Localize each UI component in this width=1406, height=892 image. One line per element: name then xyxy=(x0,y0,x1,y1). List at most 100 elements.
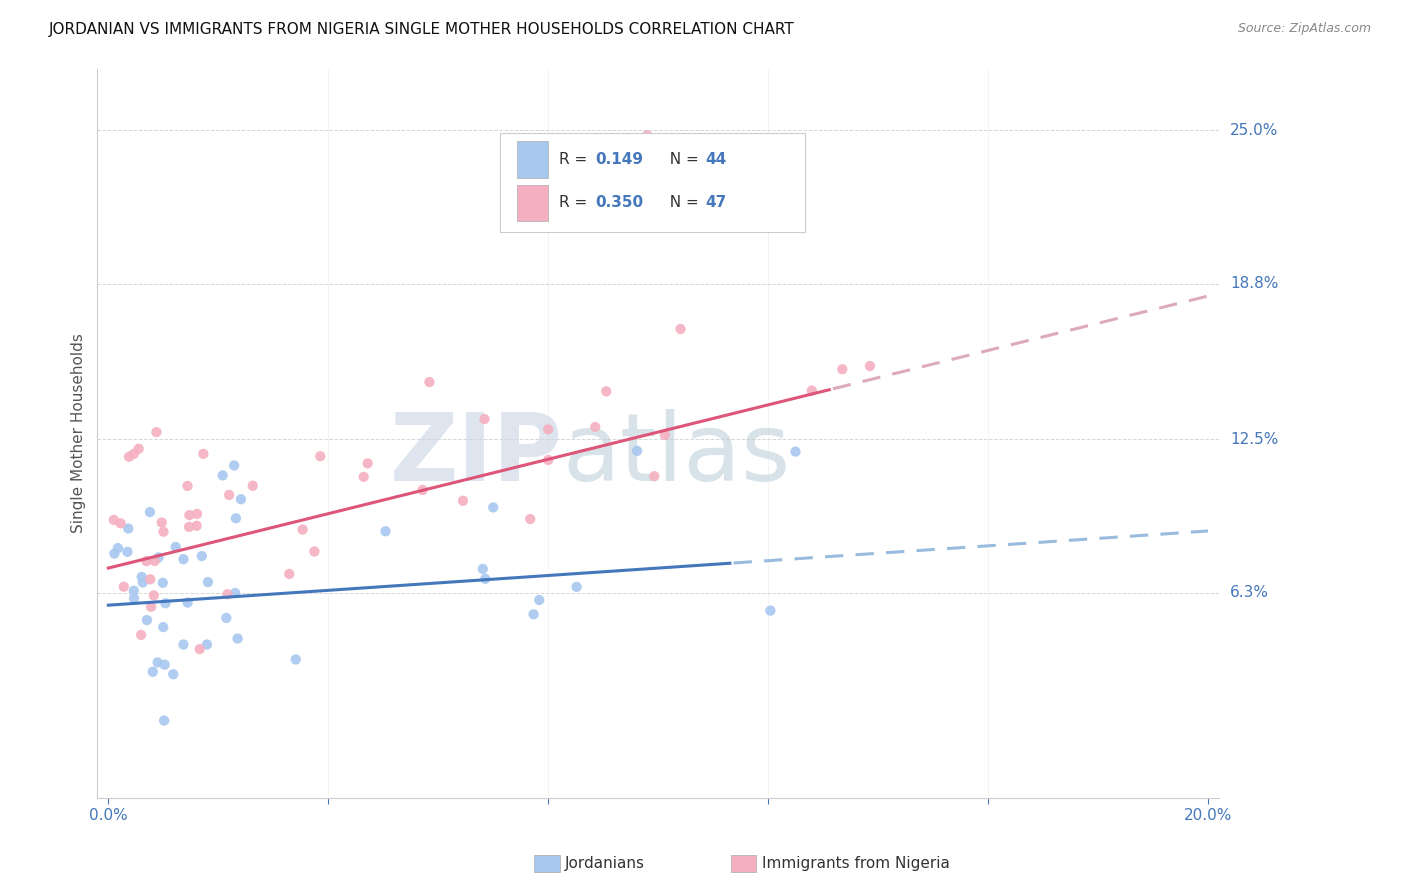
Point xyxy=(451,493,474,508)
Text: Jordanians: Jordanians xyxy=(565,856,645,871)
Point xyxy=(162,667,184,681)
Point xyxy=(595,384,617,399)
Point xyxy=(474,412,496,426)
Point xyxy=(225,511,247,525)
Point xyxy=(224,458,246,473)
Point xyxy=(122,591,145,606)
Point xyxy=(654,428,676,442)
Point xyxy=(353,470,375,484)
Point xyxy=(412,483,434,497)
Point xyxy=(107,541,129,555)
Text: 18.8%: 18.8% xyxy=(1230,277,1278,291)
Text: 6.3%: 6.3% xyxy=(1230,585,1270,600)
Point xyxy=(117,522,139,536)
Point xyxy=(118,450,141,464)
Point xyxy=(165,540,187,554)
Text: ZIP: ZIP xyxy=(389,409,562,501)
Point xyxy=(142,665,165,679)
Point xyxy=(186,507,208,521)
Point xyxy=(136,613,159,627)
Point xyxy=(132,575,155,590)
Point xyxy=(215,611,238,625)
Point xyxy=(537,422,560,436)
Point xyxy=(224,586,246,600)
Point xyxy=(129,628,152,642)
Point xyxy=(374,524,396,539)
Point xyxy=(135,554,157,568)
Text: 25.0%: 25.0% xyxy=(1230,123,1278,138)
Point xyxy=(152,575,174,590)
Y-axis label: Single Mother Households: Single Mother Households xyxy=(72,334,86,533)
Point xyxy=(128,442,150,456)
Text: Immigrants from Nigeria: Immigrants from Nigeria xyxy=(762,856,950,871)
Point xyxy=(356,456,378,470)
Point xyxy=(583,420,606,434)
Point xyxy=(155,596,177,610)
Point xyxy=(146,656,169,670)
Point xyxy=(636,128,658,143)
Point xyxy=(284,652,307,666)
Point xyxy=(211,468,233,483)
Point xyxy=(522,607,544,622)
Point xyxy=(643,469,665,483)
Point xyxy=(150,516,173,530)
Text: N =: N = xyxy=(661,152,704,167)
Point xyxy=(519,512,541,526)
Text: N =: N = xyxy=(661,195,704,211)
Point xyxy=(859,359,882,373)
Point xyxy=(179,508,201,522)
Point xyxy=(482,500,505,515)
Point xyxy=(117,545,139,559)
Text: R =: R = xyxy=(560,195,592,211)
Point xyxy=(143,554,166,568)
Point xyxy=(122,583,145,598)
Point xyxy=(122,447,145,461)
Point xyxy=(669,322,692,336)
Point xyxy=(186,518,208,533)
Point xyxy=(626,443,648,458)
Point xyxy=(103,513,125,527)
Point xyxy=(177,520,200,534)
Point xyxy=(139,599,162,614)
Point xyxy=(191,549,214,563)
Text: 12.5%: 12.5% xyxy=(1230,432,1278,447)
Point xyxy=(153,714,176,728)
Point xyxy=(153,657,176,672)
Point xyxy=(529,593,551,607)
Point xyxy=(229,492,252,507)
Point xyxy=(193,447,215,461)
Point xyxy=(242,479,264,493)
Point xyxy=(152,524,174,539)
Point xyxy=(131,570,153,584)
Point xyxy=(139,572,162,586)
Point xyxy=(148,550,170,565)
Point xyxy=(195,638,218,652)
Point xyxy=(103,547,125,561)
Point xyxy=(226,632,249,646)
Point xyxy=(418,375,440,389)
Point xyxy=(278,566,301,581)
Point xyxy=(785,444,807,458)
Text: 0.350: 0.350 xyxy=(596,195,644,211)
Point xyxy=(218,488,240,502)
Point xyxy=(112,580,135,594)
Point xyxy=(145,425,167,439)
Point xyxy=(172,552,194,566)
Point xyxy=(139,505,162,519)
Point xyxy=(800,384,823,398)
Text: 47: 47 xyxy=(706,195,727,211)
Text: 0.149: 0.149 xyxy=(596,152,644,167)
Point xyxy=(176,479,198,493)
Point xyxy=(291,523,314,537)
Point xyxy=(471,562,494,576)
Point xyxy=(759,604,782,618)
Text: atlas: atlas xyxy=(562,409,792,501)
Point xyxy=(309,449,332,463)
Point xyxy=(142,588,165,602)
Point xyxy=(537,453,560,467)
Text: 44: 44 xyxy=(706,152,727,167)
Point xyxy=(188,642,211,657)
Point xyxy=(152,620,174,634)
Text: Source: ZipAtlas.com: Source: ZipAtlas.com xyxy=(1237,22,1371,36)
Point xyxy=(176,595,198,609)
